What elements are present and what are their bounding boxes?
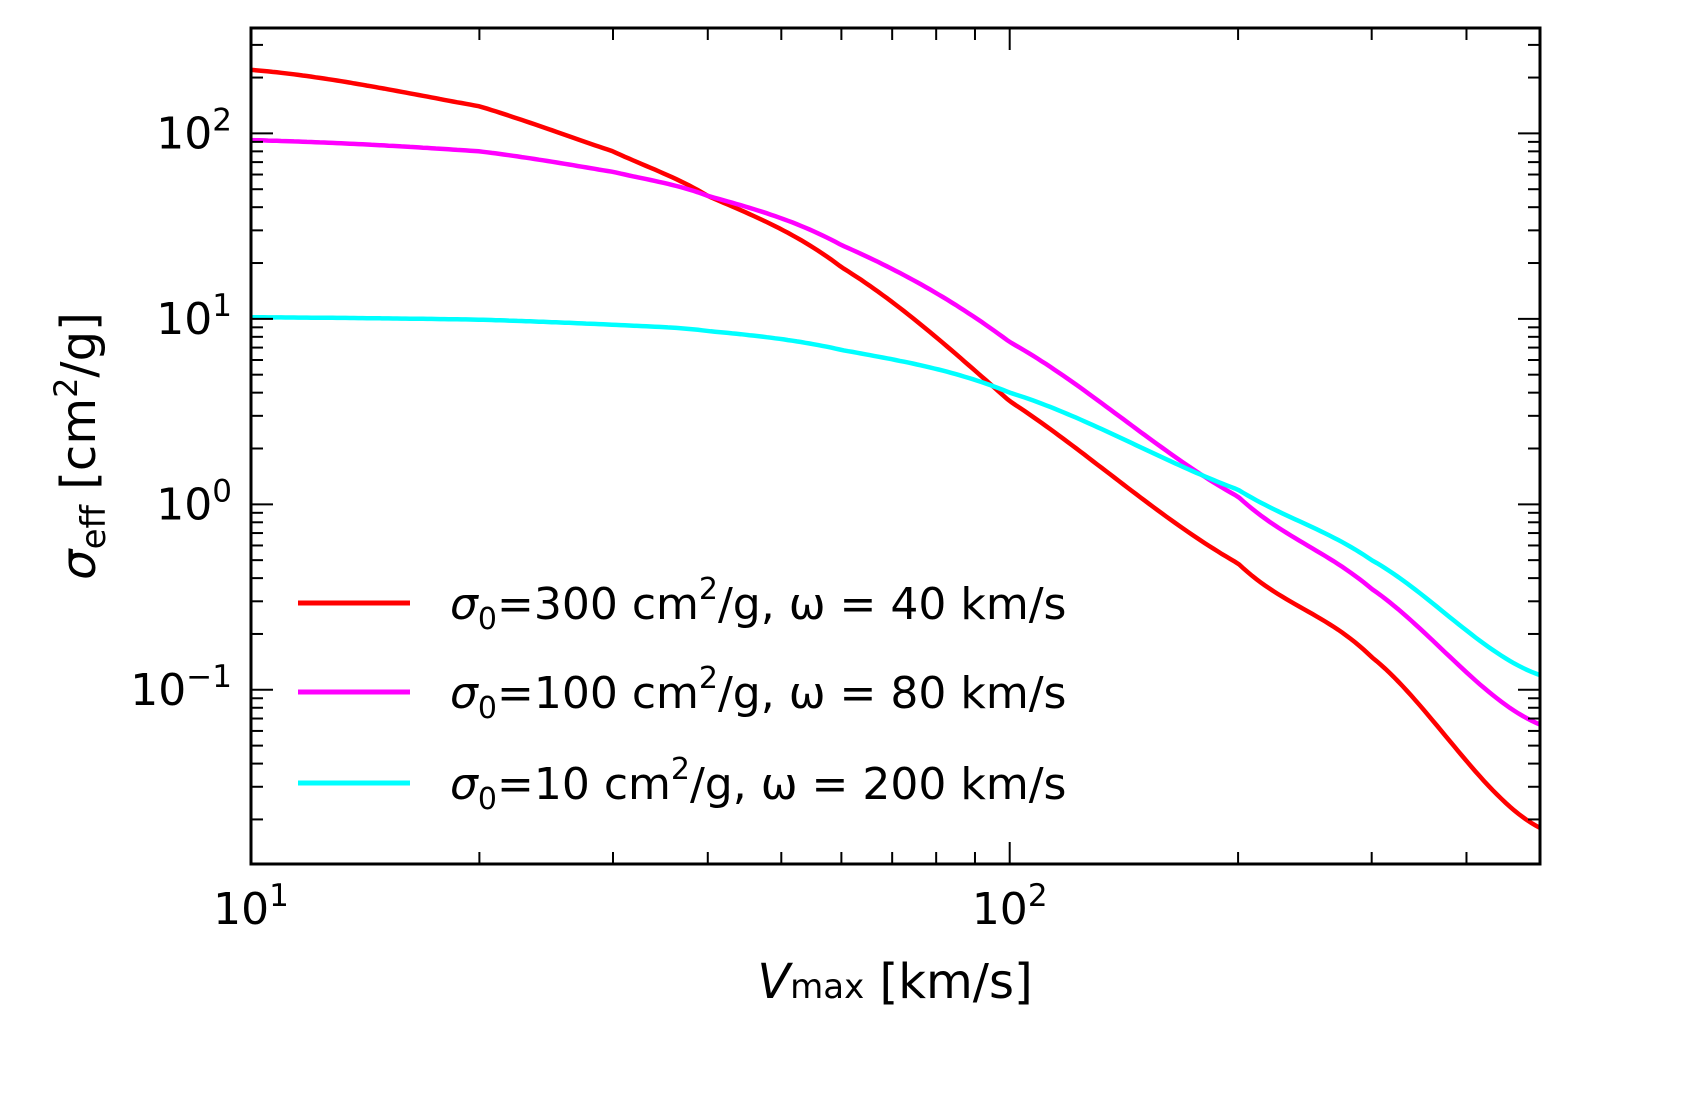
- axis-ticks: [250, 28, 1541, 864]
- legend-label-1: σ0=300 cm2/g, ω = 40 km/s: [450, 572, 1066, 637]
- tick-labels: 101 102 102 101 100 10−1: [130, 102, 1047, 935]
- y-tick-label: 102: [156, 102, 232, 159]
- x-tick-label: 101: [213, 878, 289, 935]
- legend-label-2: σ0=100 cm2/g, ω = 80 km/s: [450, 661, 1066, 726]
- legend: σ0=300 cm2/g, ω = 40 km/s σ0=100 cm2/g, ω…: [298, 572, 1066, 817]
- y-tick-label: 10−1: [130, 659, 232, 716]
- y-tick-label: 100: [156, 473, 232, 530]
- y-tick-label: 101: [156, 288, 232, 345]
- x-axis-label: Vmax [km/s]: [757, 954, 1032, 1010]
- series-line-3: [251, 315, 1541, 678]
- plot-curves: [250, 67, 1542, 830]
- series-line-2: [250, 137, 1541, 727]
- series-line-1: [250, 67, 1542, 830]
- x-tick-label: 102: [972, 878, 1048, 935]
- y-axis-label: σeff [cm2/g]: [47, 312, 114, 580]
- plot-frame: [249, 26, 1542, 866]
- legend-label-3: σ0=10 cm2/g, ω = 200 km/s: [450, 752, 1066, 817]
